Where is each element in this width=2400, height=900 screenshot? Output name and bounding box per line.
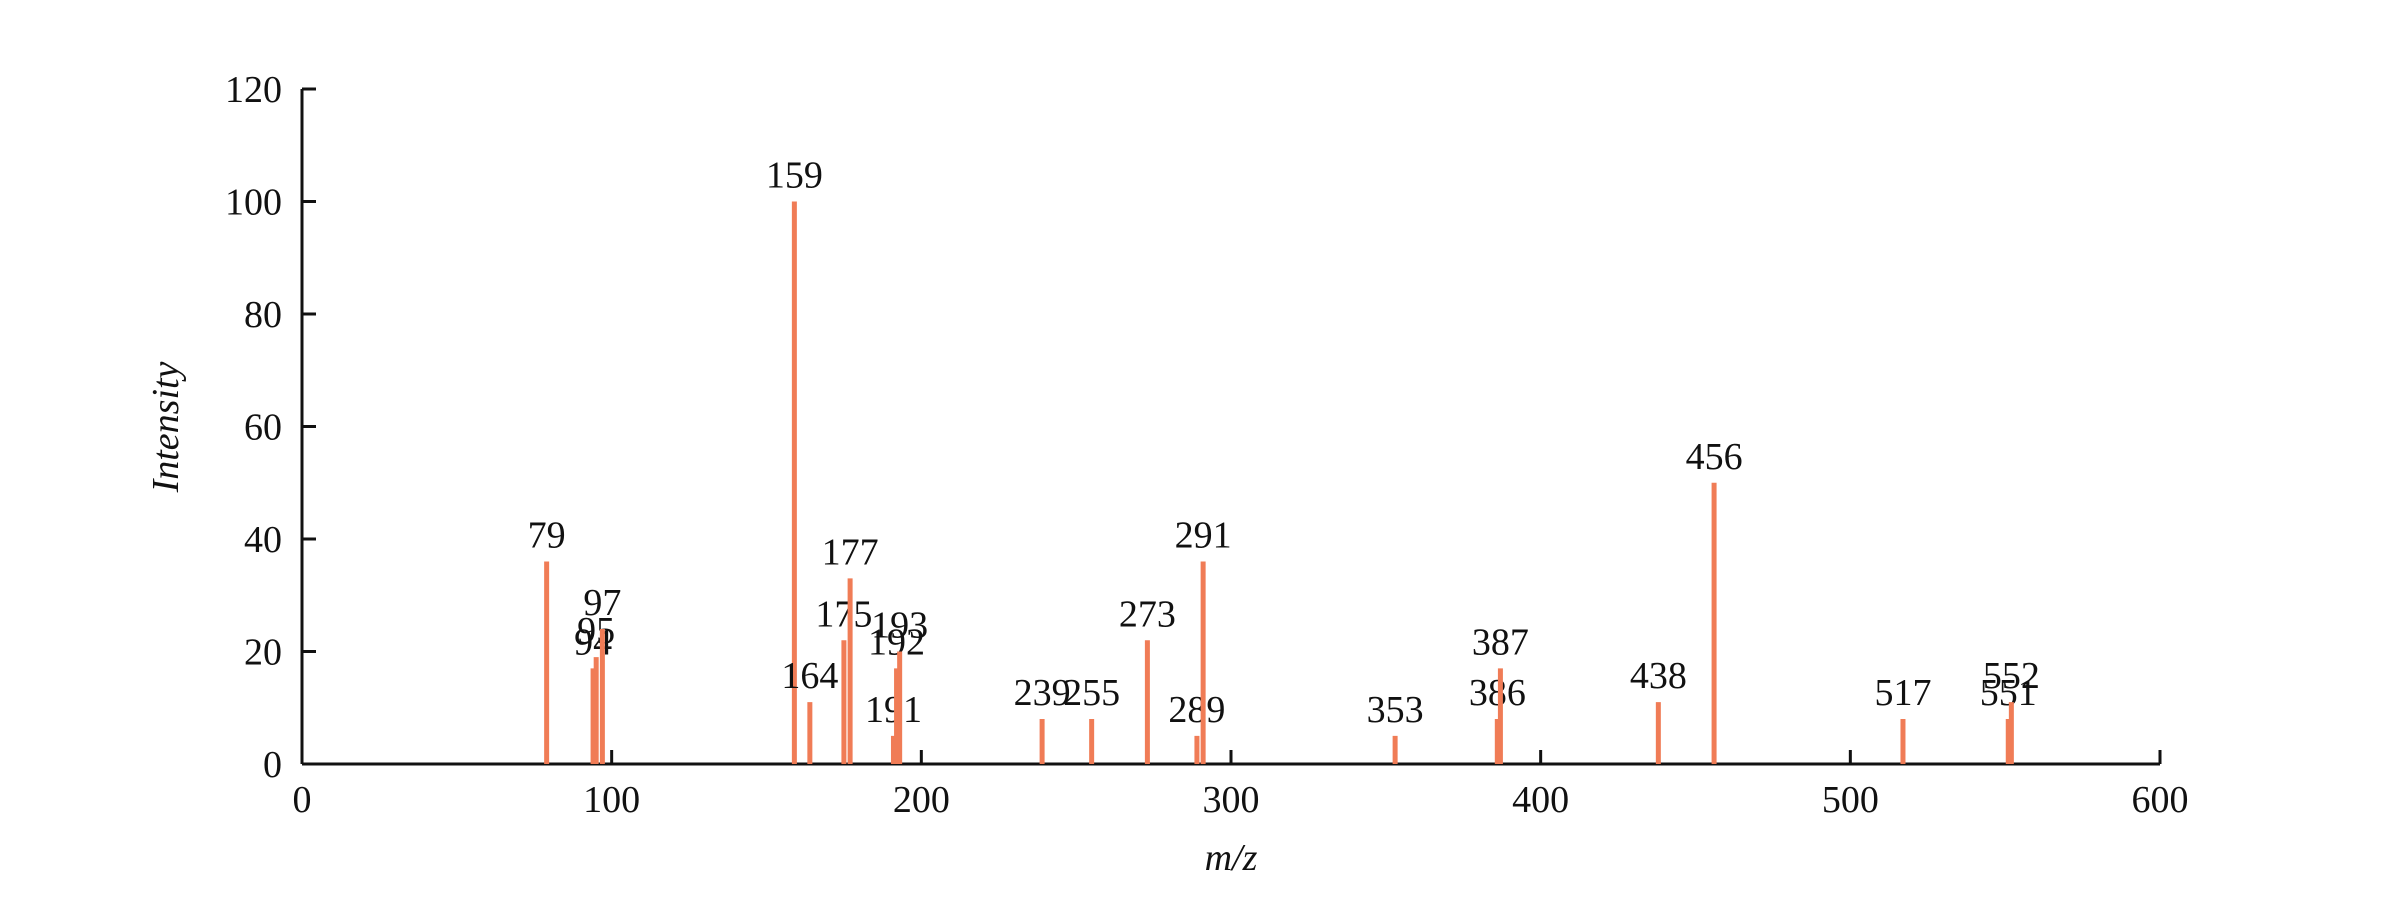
- y-tick-label: 100: [225, 182, 282, 224]
- peak-label: 353: [1367, 689, 1424, 731]
- peak: [807, 702, 813, 764]
- peak-label: 438: [1630, 655, 1687, 697]
- peak-label: 255: [1063, 672, 1120, 714]
- peak: [1144, 640, 1150, 764]
- peak: [590, 668, 596, 764]
- peak: [1494, 719, 1500, 764]
- x-tick-label: 600: [2132, 779, 2189, 821]
- y-tick-label: 80: [244, 294, 282, 336]
- peak-label: 289: [1168, 689, 1225, 731]
- peak-label: 239: [1014, 672, 1071, 714]
- peak-label: 517: [1874, 672, 1931, 714]
- y-tick-label: 40: [244, 519, 282, 561]
- peak: [2005, 719, 2011, 764]
- peak-label: 97: [583, 582, 621, 624]
- x-tick-label: 100: [583, 779, 640, 821]
- y-tick-label: 0: [263, 744, 282, 786]
- y-tick-label: 120: [225, 69, 282, 111]
- peak: [1497, 668, 1503, 764]
- peak-label: 192: [868, 621, 925, 663]
- peak: [890, 735, 896, 764]
- x-tick-label: 500: [1822, 779, 1879, 821]
- peak: [599, 629, 605, 764]
- peak: [894, 668, 900, 764]
- y-tick-label: 20: [244, 632, 282, 674]
- peak: [1089, 719, 1095, 764]
- peak: [1711, 482, 1717, 764]
- peak: [897, 651, 903, 764]
- peak-label: 386: [1469, 672, 1526, 714]
- peak-label: 552: [1983, 655, 2040, 697]
- peak-label: 191: [865, 689, 922, 731]
- peak: [847, 578, 853, 764]
- y-tick-label: 60: [244, 407, 282, 449]
- peak-label: 193: [871, 605, 928, 647]
- x-tick-label: 400: [1512, 779, 1569, 821]
- x-tick-label: 200: [893, 779, 950, 821]
- x-axis-label: m/z: [1205, 837, 1258, 879]
- peak-label: 387: [1472, 621, 1529, 663]
- peak: [1900, 719, 1906, 764]
- peak-label: 456: [1686, 436, 1743, 478]
- x-tick-label: 300: [1203, 779, 1260, 821]
- peak-label: 94: [574, 621, 612, 663]
- peak: [544, 561, 550, 764]
- peak: [2008, 702, 2014, 764]
- peak-label: 159: [766, 155, 823, 197]
- peak-label: 95: [577, 610, 615, 652]
- peak-label: 79: [528, 515, 566, 557]
- peak-label: 291: [1175, 515, 1232, 557]
- peak: [1039, 719, 1045, 764]
- x-tick-label: 0: [293, 779, 312, 821]
- peak-label: 177: [822, 531, 879, 573]
- peak-label: 175: [815, 593, 872, 635]
- peak: [1194, 735, 1200, 764]
- peak: [1200, 561, 1206, 764]
- peak: [791, 201, 797, 764]
- peak-label: 273: [1119, 593, 1176, 635]
- peak-label: 164: [781, 655, 838, 697]
- peak: [1655, 702, 1661, 764]
- peak: [1392, 735, 1398, 764]
- peak: [593, 657, 599, 764]
- y-axis-label: Intensity: [145, 361, 187, 493]
- peak-label: 551: [1980, 672, 2037, 714]
- peak: [841, 640, 847, 764]
